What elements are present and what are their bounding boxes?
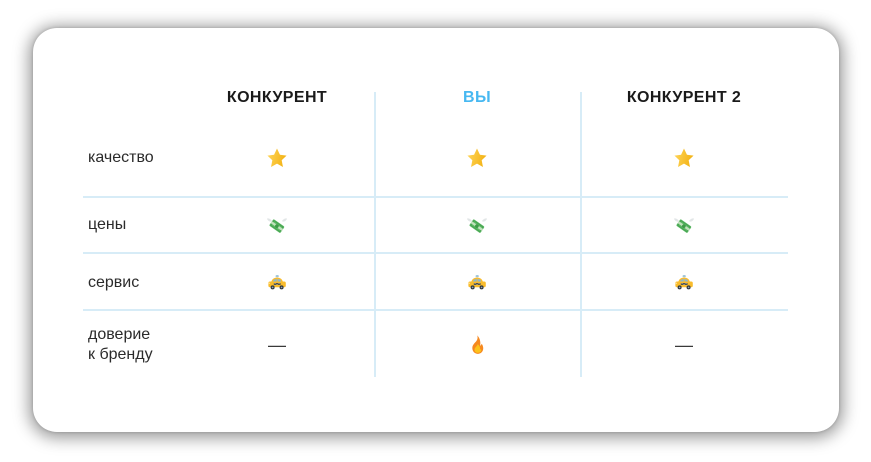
money-wings-icon — [266, 214, 288, 236]
column-header-competitor-2: КОНКУРЕНТ 2 — [626, 89, 742, 106]
cell-brand-trust-competitor: — — [268, 334, 286, 355]
cell-quality-competitor-2 — [580, 140, 788, 176]
money-wings-icon — [673, 214, 695, 236]
cell-service-you — [374, 265, 580, 301]
column-header-competitor: КОНКУРЕНТ — [226, 89, 328, 106]
row-divider-3 — [83, 309, 788, 311]
cell-service-competitor — [180, 265, 374, 301]
row-label-brand-trust: доверие к бренду — [88, 326, 153, 363]
row-label-prices: цены — [88, 216, 127, 233]
cell-prices-competitor — [180, 207, 374, 243]
cell-quality-competitor — [180, 140, 374, 176]
table-row-prices: цены — [83, 207, 788, 243]
cell-brand-trust-you — [374, 323, 580, 367]
cell-quality-you — [374, 140, 580, 176]
row-divider-1 — [83, 196, 788, 198]
cell-service-competitor-2 — [580, 265, 788, 301]
taxi-icon — [673, 272, 695, 294]
star-icon — [466, 147, 488, 169]
cell-prices-competitor-2 — [580, 207, 788, 243]
row-label-quality: качество — [88, 149, 154, 166]
column-header-you: ВЫ — [462, 89, 492, 106]
star-icon — [266, 147, 288, 169]
row-divider-2 — [83, 252, 788, 254]
cell-brand-trust-competitor-2: — — [675, 334, 693, 355]
cell-prices-you — [374, 207, 580, 243]
header-row: КОНКУРЕНТ ВЫ КОНКУРЕНТ 2 — [83, 84, 788, 112]
fire-icon — [466, 334, 488, 356]
table-row-brand-trust: доверие к бренду — — — [83, 323, 788, 367]
column-divider-1 — [374, 92, 376, 377]
taxi-icon — [266, 272, 288, 294]
comparison-card: КОНКУРЕНТ ВЫ КОНКУРЕНТ 2 качество цены с… — [33, 28, 839, 432]
column-divider-2 — [580, 92, 582, 377]
comparison-table: КОНКУРЕНТ ВЫ КОНКУРЕНТ 2 качество цены с… — [83, 28, 788, 432]
header-empty-cell — [83, 84, 180, 112]
row-label-service: сервис — [88, 274, 140, 291]
taxi-icon — [466, 272, 488, 294]
star-icon — [673, 147, 695, 169]
table-row-service: сервис — [83, 265, 788, 301]
table-row-quality: качество — [83, 140, 788, 176]
money-wings-icon — [466, 214, 488, 236]
